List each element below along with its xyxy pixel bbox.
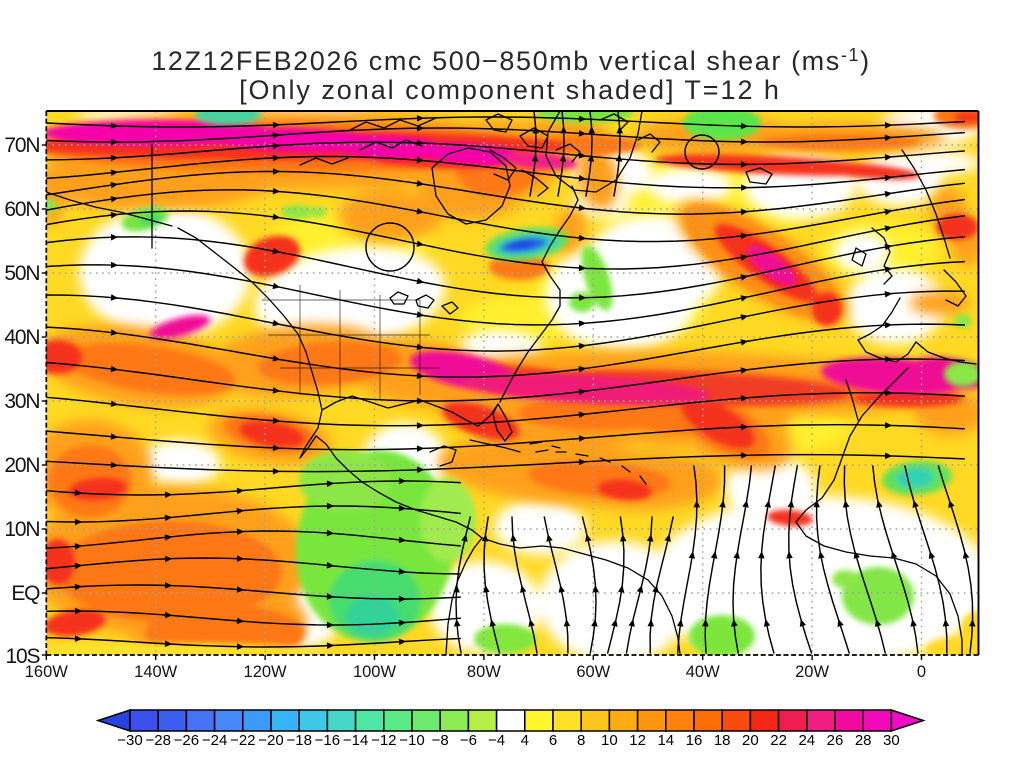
svg-text:6: 6 — [549, 732, 557, 749]
svg-text:[Only zonal component shaded]: [Only zonal component shaded] T=12 h — [239, 75, 781, 105]
svg-text:30N: 30N — [4, 390, 39, 413]
svg-text:70N: 70N — [4, 134, 39, 157]
svg-text:14: 14 — [657, 732, 674, 749]
svg-text:28: 28 — [855, 732, 872, 749]
svg-text:−6: −6 — [460, 732, 477, 749]
svg-text:40N: 40N — [4, 326, 39, 349]
svg-text:−14: −14 — [343, 732, 368, 749]
svg-text:20: 20 — [742, 732, 759, 749]
svg-text:−28: −28 — [145, 732, 170, 749]
svg-text:12: 12 — [629, 732, 646, 749]
svg-text:20N: 20N — [4, 454, 39, 477]
svg-text:−30: −30 — [117, 732, 142, 749]
svg-text:20W: 20W — [795, 663, 829, 681]
svg-text:−12: −12 — [371, 732, 396, 749]
svg-text:−16: −16 — [315, 732, 340, 749]
svg-text:30: 30 — [883, 732, 900, 749]
svg-text:24: 24 — [798, 732, 815, 749]
svg-text:8: 8 — [577, 732, 585, 749]
svg-text:100W: 100W — [353, 663, 397, 681]
svg-text:40W: 40W — [686, 663, 720, 681]
svg-text:22: 22 — [770, 732, 787, 749]
svg-text:4: 4 — [521, 732, 529, 749]
svg-text:160W: 160W — [25, 663, 69, 681]
svg-text:−26: −26 — [174, 732, 199, 749]
svg-text:−8: −8 — [432, 732, 449, 749]
svg-text:−10: −10 — [399, 732, 424, 749]
svg-text:16: 16 — [686, 732, 703, 749]
svg-text:10: 10 — [601, 732, 618, 749]
svg-text:50N: 50N — [4, 262, 39, 285]
svg-text:140W: 140W — [134, 663, 178, 681]
svg-text:−24: −24 — [202, 732, 227, 749]
svg-text:60W: 60W — [576, 663, 610, 681]
svg-text:60N: 60N — [4, 198, 39, 221]
svg-text:12Z12FEB2026 cmc 500−850mb ver: 12Z12FEB2026 cmc 500−850mb vertical shea… — [151, 45, 870, 76]
svg-text:18: 18 — [714, 732, 731, 749]
svg-text:−20: −20 — [258, 732, 283, 749]
svg-text:−18: −18 — [286, 732, 311, 749]
svg-text:10S: 10S — [6, 645, 41, 668]
svg-text:10N: 10N — [4, 518, 39, 541]
svg-text:0: 0 — [917, 663, 926, 681]
svg-text:EQ: EQ — [11, 582, 40, 605]
svg-text:80W: 80W — [467, 663, 501, 681]
svg-text:−22: −22 — [230, 732, 255, 749]
svg-text:120W: 120W — [244, 663, 288, 681]
svg-text:26: 26 — [827, 732, 844, 749]
svg-text:−4: −4 — [488, 732, 505, 749]
